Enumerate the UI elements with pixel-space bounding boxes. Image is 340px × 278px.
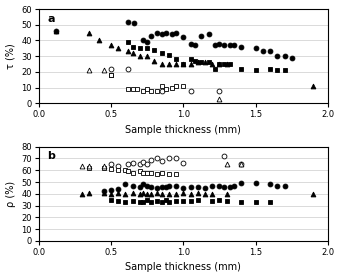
- X-axis label: Sample thickness (mm): Sample thickness (mm): [125, 125, 241, 135]
- Text: b: b: [47, 152, 55, 162]
- Text: a: a: [47, 14, 55, 24]
- Y-axis label: ρ (%): ρ (%): [5, 181, 16, 207]
- Y-axis label: τ (%): τ (%): [5, 43, 16, 69]
- X-axis label: Sample thickness (mm): Sample thickness (mm): [125, 262, 241, 272]
